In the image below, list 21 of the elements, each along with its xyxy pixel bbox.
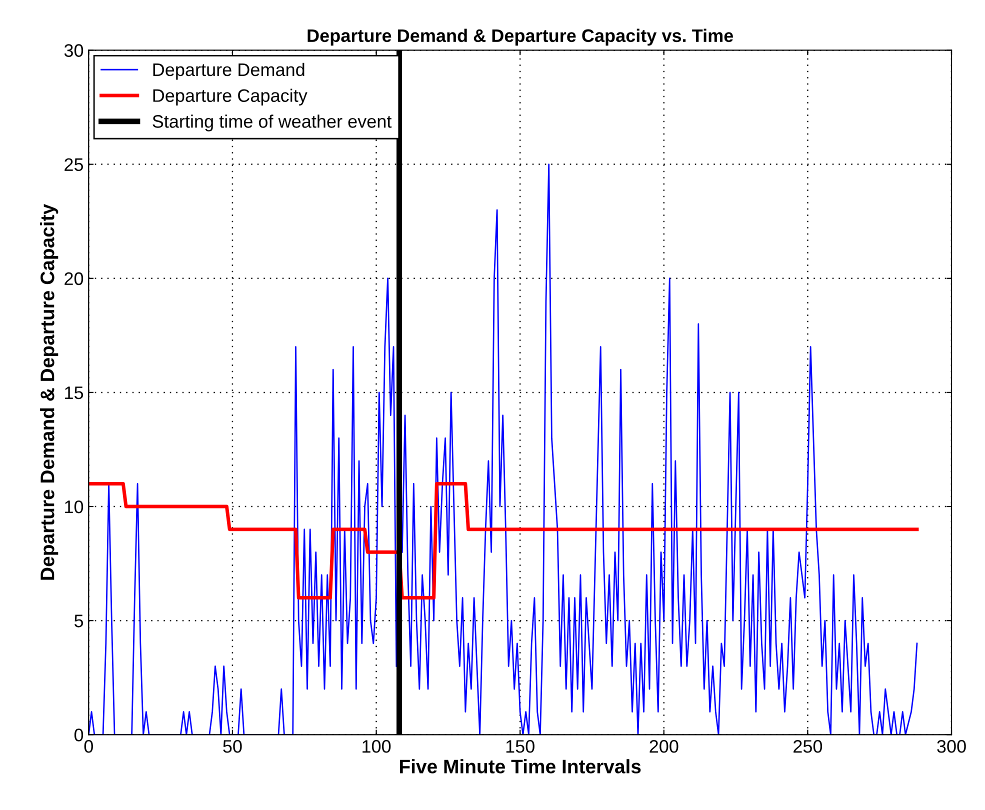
x-tick-label: 300 <box>937 740 966 753</box>
y-tick-label: 10 <box>65 500 84 514</box>
chart-title: Departure Demand & Departure Capacity vs. Time <box>308 28 734 46</box>
line-series <box>88 482 919 600</box>
legend-label: Departure Demand <box>153 62 304 80</box>
y-tick-label: 25 <box>64 158 84 172</box>
ref-line-label: Starting time of weather event <box>152 114 392 132</box>
y-tick-label: 5 <box>74 614 84 628</box>
x-tick-label: 50 <box>223 740 242 753</box>
y-tick-label: 15 <box>65 386 84 400</box>
x-axis-title: Five Minute Time Intervals <box>400 759 641 774</box>
y-tick-label: 20 <box>64 272 84 286</box>
x-tick-label: 250 <box>794 740 822 753</box>
x-tick-label: 100 <box>362 740 391 753</box>
y-tick-label: 30 <box>64 44 84 57</box>
x-tick-label: 150 <box>506 740 534 753</box>
legend-label: Departure Capacity <box>153 88 308 106</box>
y-tick-label: 0 <box>74 728 84 742</box>
y-axis-title: Departure Demand & Departure Capacity <box>40 204 58 580</box>
x-tick-label: 0 <box>84 740 93 753</box>
x-tick-label: 200 <box>650 740 678 753</box>
